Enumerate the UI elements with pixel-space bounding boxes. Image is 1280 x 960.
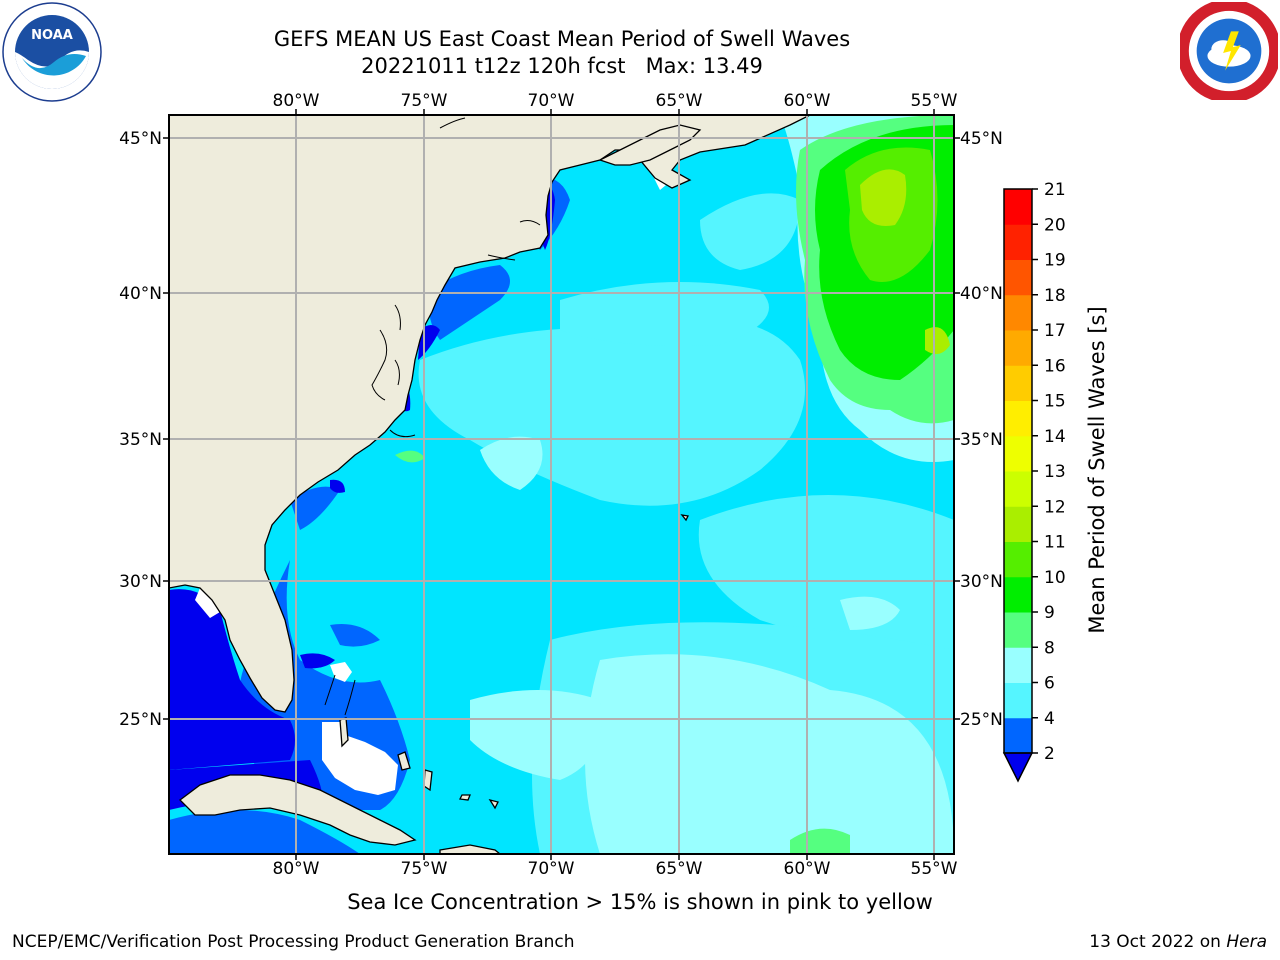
colorbar-segment	[1004, 224, 1032, 260]
lon-labels: 80°W 75°W 70°W 65°W 60°W 55°W 80°W 75°W …	[273, 91, 958, 879]
lon-label-top: 75°W	[401, 91, 448, 111]
lon-label-top: 70°W	[528, 91, 575, 111]
colorbar-segment	[1004, 717, 1032, 754]
swell-zone-12-13	[860, 169, 950, 354]
lat-label-left: 35°N	[119, 430, 162, 450]
colorbar-tick-label: 15	[1044, 392, 1066, 412]
footer-date-text: 13 Oct 2022 on	[1089, 932, 1227, 952]
noaa-logo-text: NOAA	[31, 28, 73, 43]
colorbar-tick-label: 11	[1044, 533, 1066, 553]
lon-label-bottom: 70°W	[528, 859, 575, 879]
colorbar-label: Mean Period of Swell Waves [s]	[1085, 306, 1109, 634]
colorbar-tick-label: 17	[1044, 321, 1066, 341]
colorbar-tick-label: 18	[1044, 286, 1066, 306]
lat-label-right: 40°N	[960, 284, 1003, 304]
lon-label-top: 60°W	[784, 91, 831, 111]
colorbar-segment	[1004, 435, 1032, 472]
lat-label-right: 45°N	[960, 129, 1003, 149]
colorbar-segment	[1004, 576, 1032, 613]
colorbar-segment	[1004, 330, 1032, 366]
lat-label-right: 30°N	[960, 572, 1003, 592]
footer-date: 13 Oct 2022 on Hera	[1089, 932, 1267, 952]
land	[169, 115, 811, 854]
lat-label-left: 45°N	[119, 129, 162, 149]
colorbar-segment	[1004, 682, 1032, 719]
nws-logo	[1180, 2, 1278, 100]
lon-label-bottom: 60°W	[784, 859, 831, 879]
colorbar-segment	[1004, 541, 1032, 578]
lat-label-left: 30°N	[119, 572, 162, 592]
colorbar-segment	[1004, 365, 1032, 401]
colorbar-extend-arrow	[1002, 752, 1034, 783]
colorbar-tick-label: 13	[1044, 462, 1066, 482]
lon-label-top: 65°W	[656, 91, 703, 111]
colorbar-segment	[1004, 400, 1032, 437]
lat-label-left: 40°N	[119, 284, 162, 304]
lon-label-bottom: 55°W	[911, 859, 958, 879]
lon-label-bottom: 80°W	[273, 859, 320, 879]
colorbar-tick-label: 16	[1044, 356, 1066, 376]
footer-credit: NCEP/EMC/Verification Post Processing Pr…	[12, 932, 575, 952]
lat-label-left: 25°N	[119, 710, 162, 730]
colorbar: 2 4 6 8 9 10 11 12 13 14 15 16 17 18 19 20 21	[1002, 180, 1066, 783]
lon-label-top: 55°W	[911, 91, 958, 111]
lat-label-right: 25°N	[960, 710, 1003, 730]
map-area	[169, 115, 954, 854]
footer-machine: Hera	[1226, 932, 1267, 952]
colorbar-tick-label: 9	[1044, 603, 1055, 623]
colorbar-tick-label: 8	[1044, 638, 1055, 658]
colorbar-tick-label: 4	[1044, 709, 1055, 729]
colorbar-tick-label: 12	[1044, 497, 1066, 517]
coastline-detail	[324, 117, 541, 716]
colorbar-tick-label: 21	[1044, 180, 1066, 200]
colorbar-tick-label: 2	[1044, 744, 1055, 764]
colorbar-tick-label: 20	[1044, 215, 1066, 235]
colorbar-tick-label: 10	[1044, 568, 1066, 588]
colorbar-segment	[1004, 647, 1032, 683]
map-frame	[168, 114, 955, 855]
colorbar-segment	[1004, 612, 1032, 648]
chart-subtitle: 20221011 t12z 120h fcst Max: 13.49	[361, 54, 763, 78]
colorbar-tick-label: 19	[1044, 251, 1066, 271]
gridlines	[169, 115, 954, 854]
map-ticks	[163, 109, 960, 860]
noaa-logo: NOAA	[2, 2, 102, 102]
colorbar-tick-label: 6	[1044, 674, 1055, 694]
colorbar-tick-label: 14	[1044, 427, 1066, 447]
lon-label-top: 80°W	[273, 91, 320, 111]
colorbar-segment	[1004, 259, 1032, 296]
lat-labels: 45°N 40°N 35°N 30°N 25°N 45°N 40°N 35°N …	[119, 129, 1003, 730]
colorbar-segment	[1004, 189, 1032, 225]
chart-title: GEFS MEAN US East Coast Mean Period of S…	[273, 27, 851, 51]
colorbar-segment	[1004, 506, 1032, 542]
lat-label-right: 35°N	[960, 430, 1003, 450]
lon-label-bottom: 75°W	[401, 859, 448, 879]
lon-label-bottom: 65°W	[656, 859, 703, 879]
sea-ice-note: Sea Ice Concentration > 15% is shown in …	[347, 890, 933, 914]
colorbar-segment	[1004, 294, 1032, 331]
colorbar-segment	[1004, 471, 1032, 507]
